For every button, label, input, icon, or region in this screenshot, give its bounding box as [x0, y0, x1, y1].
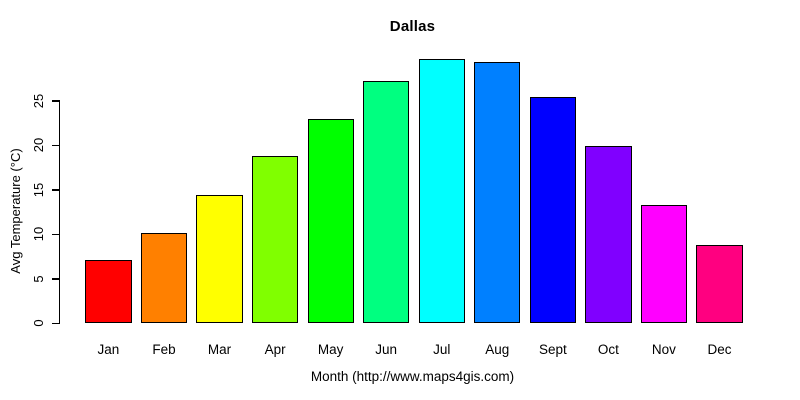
- y-tick-mark: [51, 189, 59, 191]
- x-tick-label-oct: Oct: [597, 342, 619, 357]
- y-tick-mark: [51, 100, 59, 102]
- bar-jun: [363, 80, 410, 324]
- x-axis-title: Month (http://www.maps4gis.com): [310, 369, 515, 384]
- x-tick-label-aug: Aug: [485, 342, 510, 357]
- bar-oct: [585, 146, 632, 324]
- bar-jul: [418, 59, 465, 324]
- bar-mar: [196, 195, 243, 324]
- y-tick-label: 25: [31, 93, 46, 109]
- bar-apr: [251, 156, 299, 324]
- bar-sept: [529, 96, 576, 324]
- x-tick-label-dec: Dec: [707, 342, 732, 357]
- y-tick-label: 10: [31, 227, 46, 242]
- x-tick-label-may: May: [317, 342, 344, 357]
- y-tick-label: 15: [31, 182, 46, 198]
- bar-may: [307, 118, 354, 324]
- y-tick-mark: [51, 233, 59, 236]
- bar-nov: [640, 205, 688, 324]
- y-tick-mark: [51, 278, 59, 280]
- y-axis-line: [58, 100, 60, 325]
- chart-title: Dallas: [389, 18, 436, 35]
- y-tick-label: 5: [31, 275, 46, 283]
- x-tick-label-nov: Nov: [651, 342, 676, 357]
- bar-aug: [474, 61, 521, 324]
- bar-feb: [140, 233, 188, 324]
- x-tick-label-sept: Sept: [538, 342, 567, 357]
- y-tick-mark: [51, 144, 59, 147]
- y-tick-mark: [51, 322, 59, 325]
- y-tick-label: 20: [31, 138, 46, 153]
- x-tick-label-apr: Apr: [264, 342, 286, 357]
- x-tick-label-jul: Jul: [433, 342, 451, 357]
- y-axis-title: Avg Temperature (°C): [8, 148, 23, 274]
- x-tick-label-jan: Jan: [97, 342, 120, 357]
- x-tick-label-feb: Feb: [152, 342, 176, 357]
- x-tick-label-jun: Jun: [375, 342, 398, 357]
- y-tick-label: 0: [31, 319, 46, 327]
- x-tick-label-mar: Mar: [207, 342, 232, 357]
- bar-dec: [696, 245, 743, 324]
- bar-jan: [85, 260, 132, 324]
